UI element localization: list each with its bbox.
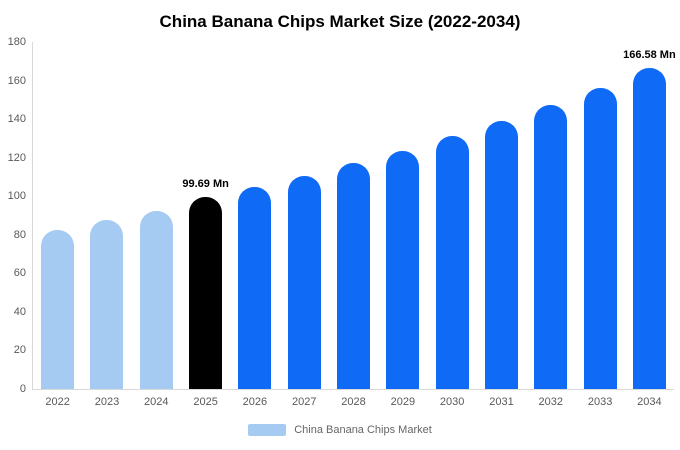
bar-slot: 2026 (230, 42, 279, 408)
bar-2032 (534, 104, 568, 389)
x-axis-tick-label: 2027 (291, 396, 317, 408)
y-axis-tick-label: 80 (13, 228, 26, 241)
x-axis-tick-label: 2023 (94, 396, 120, 408)
bar-2029 (386, 150, 420, 389)
x-axis-tick-label: 2031 (489, 396, 514, 408)
legend-swatch (248, 424, 287, 436)
y-axis-tick-label: 100 (7, 190, 26, 203)
x-axis-tick-label: 2034 (637, 396, 662, 408)
bar-2022 (41, 229, 75, 389)
bar-2034 (632, 67, 666, 389)
chart-title: China Banana Chips Market Size (2022-203… (159, 12, 521, 31)
y-axis-tick-label: 120 (7, 151, 26, 164)
bar-slot: 2032 (526, 42, 575, 408)
y-axis-tick-label: 0 (19, 383, 26, 395)
bar-slot: 2033 (575, 42, 624, 408)
x-axis-tick-label: 2026 (242, 396, 268, 408)
legend-label: China Banana Chips Market (294, 424, 432, 436)
bar-value-label: 99.69 Mn (182, 177, 229, 190)
bar-2027 (287, 175, 321, 389)
x-axis-tick-label: 2033 (587, 396, 613, 408)
y-axis-tick-label: 160 (7, 74, 26, 87)
x-axis-tick-label: 2024 (144, 396, 169, 408)
x-axis-tick-label: 2032 (538, 396, 564, 408)
y-axis-tick-label: 20 (13, 344, 26, 357)
y-axis-tick-label: 140 (7, 113, 26, 126)
bar-value-label: 166.58 Mn (623, 48, 676, 61)
bar-2026 (238, 186, 272, 389)
bar-2025 (189, 196, 223, 389)
y-axis-tick-label: 180 (7, 36, 26, 48)
bar-slot: 2022 (33, 42, 82, 408)
bar-slot: 166.58 Mn 2034 (623, 42, 676, 408)
x-axis-tick-label: 2022 (45, 396, 70, 408)
plot-area: 0 20 40 60 80 100 120 140 160 180 2022 2023 2024 99.6… (8, 36, 676, 408)
bar-slot: 2023 (82, 42, 131, 408)
bar-slot: 2031 (477, 42, 526, 408)
bar-2023 (90, 220, 124, 389)
bar-2033 (583, 88, 617, 389)
bar-2031 (484, 121, 518, 389)
bar-slot: 2029 (378, 42, 427, 408)
legend: China Banana Chips Market (0, 424, 680, 436)
bar-slot: 99.69 Mn 2025 (181, 42, 230, 408)
y-axis-tick-label: 60 (13, 267, 26, 280)
y-axis-tick-label: 40 (13, 305, 26, 318)
bar-slot: 2027 (280, 42, 329, 408)
x-axis-tick-label: 2030 (439, 396, 465, 408)
bar-2030 (435, 136, 469, 389)
x-axis-tick-label: 2029 (390, 396, 416, 408)
bar-slot: 2030 (428, 42, 477, 408)
x-axis-tick-label: 2025 (193, 396, 218, 408)
bar-slot: 2028 (329, 42, 378, 408)
bar-slot: 2024 (132, 42, 181, 408)
x-axis-tick-label: 2028 (341, 396, 366, 408)
bar-2024 (139, 210, 173, 389)
bar-2028 (337, 163, 371, 389)
